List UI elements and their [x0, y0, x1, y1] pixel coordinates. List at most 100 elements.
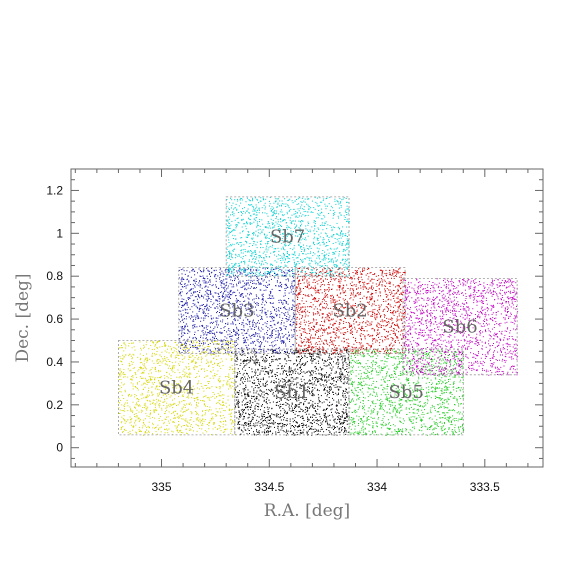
data-point	[261, 423, 263, 425]
data-point	[262, 420, 264, 422]
data-point	[278, 333, 280, 334]
data-point	[321, 423, 323, 425]
data-point	[289, 373, 291, 375]
data-point	[186, 340, 188, 342]
data-point	[298, 280, 300, 282]
data-point	[286, 403, 288, 405]
data-point	[298, 363, 300, 365]
data-point	[378, 278, 380, 280]
data-point	[329, 268, 331, 270]
data-point	[288, 352, 290, 354]
data-point	[202, 317, 204, 319]
data-point	[202, 312, 204, 314]
data-point	[314, 405, 316, 407]
data-point	[284, 397, 286, 399]
data-point	[213, 422, 215, 423]
data-point	[138, 404, 140, 406]
data-point	[345, 290, 347, 292]
data-point	[394, 332, 396, 334]
data-point	[331, 364, 332, 366]
data-point	[297, 293, 299, 294]
data-point	[243, 360, 245, 362]
data-point	[332, 397, 333, 399]
data-point	[225, 278, 227, 280]
data-point	[299, 351, 301, 353]
data-point	[298, 415, 300, 417]
data-point	[280, 429, 282, 431]
data-point	[259, 346, 261, 348]
data-point	[305, 341, 307, 343]
data-point	[342, 357, 343, 359]
data-point	[304, 275, 306, 277]
data-point	[312, 358, 314, 360]
data-point	[228, 375, 230, 377]
data-point	[344, 332, 346, 334]
data-point	[240, 378, 242, 380]
data-point	[277, 334, 279, 336]
data-point	[277, 273, 279, 275]
data-point	[329, 382, 331, 384]
data-point	[236, 391, 238, 393]
data-point	[212, 354, 214, 355]
data-point	[376, 313, 378, 315]
data-point	[292, 425, 293, 426]
data-point	[250, 312, 252, 314]
data-point	[292, 299, 294, 301]
data-point	[321, 317, 323, 319]
data-point	[248, 367, 250, 368]
data-point	[262, 391, 264, 393]
data-point	[375, 292, 377, 294]
data-point	[193, 280, 194, 282]
data-point	[349, 324, 351, 326]
data-point	[341, 374, 343, 376]
data-point	[341, 359, 343, 361]
data-point	[317, 388, 319, 390]
data-point	[331, 379, 333, 380]
data-point	[286, 432, 288, 434]
data-point	[341, 416, 343, 417]
data-point	[245, 340, 246, 342]
data-point	[243, 388, 245, 389]
data-point	[334, 421, 336, 423]
data-point	[328, 387, 330, 389]
data-point	[336, 426, 338, 428]
data-point	[254, 426, 256, 428]
data-point	[170, 391, 172, 393]
data-point	[256, 314, 258, 316]
data-point	[221, 286, 223, 288]
data-point	[278, 368, 280, 369]
data-point	[216, 312, 217, 314]
data-point	[355, 348, 357, 350]
data-point	[285, 363, 287, 365]
data-point	[293, 350, 295, 352]
data-point	[354, 347, 356, 349]
data-point	[187, 275, 189, 277]
data-point	[220, 348, 222, 350]
data-point	[322, 350, 324, 352]
data-point	[257, 322, 258, 324]
data-point	[232, 323, 234, 325]
data-point	[225, 341, 227, 343]
data-point	[275, 385, 277, 387]
data-point	[336, 271, 338, 273]
data-point	[225, 323, 227, 325]
data-point	[196, 342, 198, 344]
data-point	[310, 302, 312, 303]
data-point	[239, 268, 241, 270]
data-point	[346, 371, 347, 373]
data-point	[252, 324, 254, 326]
data-point	[271, 315, 273, 317]
data-point	[216, 299, 218, 301]
data-point	[253, 412, 255, 414]
data-point	[326, 408, 328, 410]
data-point	[304, 277, 306, 279]
data-point	[308, 284, 310, 286]
data-point	[244, 429, 246, 431]
data-point	[228, 351, 230, 353]
data-point	[249, 414, 251, 416]
data-point	[171, 384, 173, 386]
data-point	[203, 349, 205, 351]
data-point	[312, 304, 314, 306]
data-point	[284, 272, 286, 274]
data-point	[260, 356, 262, 358]
